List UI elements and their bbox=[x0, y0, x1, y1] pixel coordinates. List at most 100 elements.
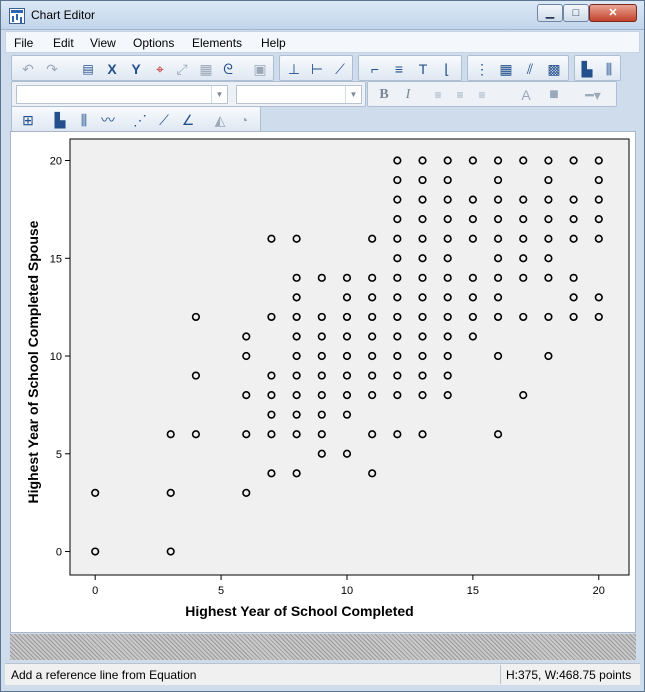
data-point[interactable] bbox=[443, 175, 452, 185]
align-center-icon[interactable]: ≡ bbox=[456, 88, 464, 102]
data-point[interactable] bbox=[292, 293, 301, 302]
data-point[interactable] bbox=[166, 547, 175, 556]
data-point[interactable] bbox=[242, 430, 251, 439]
menu-view[interactable]: View bbox=[90, 36, 116, 50]
data-point[interactable] bbox=[368, 312, 377, 322]
data-point[interactable] bbox=[418, 234, 427, 243]
minimize-button[interactable]: ▁ bbox=[537, 4, 563, 22]
data-point[interactable] bbox=[292, 371, 301, 380]
data-point[interactable] bbox=[443, 371, 452, 380]
data-point[interactable] bbox=[317, 410, 326, 419]
data-point[interactable] bbox=[493, 312, 503, 322]
data-point[interactable] bbox=[544, 234, 553, 243]
data-point[interactable] bbox=[317, 391, 326, 400]
x-axis-title[interactable]: Highest Year of School Completed bbox=[185, 603, 413, 619]
data-point[interactable] bbox=[519, 234, 528, 243]
data-point[interactable] bbox=[468, 312, 477, 322]
data-point[interactable] bbox=[368, 391, 377, 400]
data-point[interactable] bbox=[544, 195, 553, 204]
data-point[interactable] bbox=[393, 332, 402, 341]
menu-file[interactable]: File bbox=[14, 36, 34, 50]
data-point[interactable] bbox=[418, 175, 427, 185]
data-point[interactable] bbox=[292, 312, 301, 322]
data-point[interactable] bbox=[544, 351, 553, 361]
data-point[interactable] bbox=[368, 234, 377, 243]
data-point[interactable] bbox=[569, 234, 578, 243]
data-point[interactable] bbox=[267, 371, 276, 380]
align-right-icon[interactable]: ≡ bbox=[478, 88, 486, 102]
data-point[interactable] bbox=[493, 351, 503, 361]
data-point[interactable] bbox=[493, 234, 503, 243]
data-point[interactable] bbox=[292, 391, 301, 400]
data-point[interactable] bbox=[594, 195, 603, 204]
data-point[interactable] bbox=[292, 351, 301, 361]
data-point[interactable] bbox=[368, 430, 377, 439]
grid-icon[interactable]: ▦ bbox=[499, 61, 513, 77]
data-point[interactable] bbox=[544, 273, 553, 282]
data-point[interactable] bbox=[166, 430, 175, 439]
data-point[interactable] bbox=[443, 156, 452, 165]
select-y-axis-icon[interactable]: Y bbox=[131, 61, 141, 77]
undo-icon[interactable]: ↶ bbox=[22, 61, 34, 77]
data-point[interactable] bbox=[267, 410, 276, 419]
data-point[interactable] bbox=[191, 430, 201, 439]
data-point[interactable] bbox=[368, 332, 377, 341]
data-point[interactable] bbox=[317, 449, 326, 458]
data-point[interactable] bbox=[418, 273, 427, 282]
data-point[interactable] bbox=[317, 273, 326, 282]
data-point[interactable] bbox=[468, 273, 477, 282]
size-combo[interactable]: ▼ bbox=[236, 85, 362, 104]
rescale-icon[interactable]: ⤢ bbox=[176, 61, 188, 77]
title-icon[interactable]: ⌐ bbox=[370, 61, 380, 77]
data-point[interactable] bbox=[418, 371, 427, 380]
data-point[interactable] bbox=[443, 351, 452, 361]
data-point[interactable] bbox=[292, 273, 301, 282]
data-point[interactable] bbox=[393, 254, 402, 263]
data-point[interactable] bbox=[317, 332, 326, 341]
align-left-icon[interactable]: ≡ bbox=[434, 88, 442, 102]
data-point[interactable] bbox=[317, 351, 326, 361]
reference-line-equation-icon[interactable]: ⟋ bbox=[335, 61, 345, 77]
data-point[interactable] bbox=[393, 195, 402, 204]
transpose-icon[interactable]: ▦ bbox=[199, 61, 213, 77]
data-point[interactable] bbox=[191, 312, 201, 322]
data-point[interactable] bbox=[569, 195, 578, 204]
data-point[interactable] bbox=[544, 254, 553, 263]
text-box-icon[interactable]: T bbox=[418, 61, 428, 77]
legend-icon[interactable]: ⫽ bbox=[526, 61, 534, 77]
data-point[interactable] bbox=[443, 332, 452, 341]
data-point[interactable] bbox=[443, 273, 452, 282]
data-point[interactable] bbox=[594, 234, 603, 243]
data-point[interactable] bbox=[393, 312, 402, 322]
data-point[interactable] bbox=[569, 312, 578, 322]
data-point[interactable] bbox=[91, 547, 100, 556]
menu-help[interactable]: Help bbox=[261, 36, 286, 50]
data-point[interactable] bbox=[342, 293, 352, 302]
data-point[interactable] bbox=[493, 430, 503, 439]
scatter-icon[interactable]: ⋰ bbox=[133, 112, 147, 128]
bar-chart-type-icon[interactable]: ▙ bbox=[54, 112, 66, 128]
data-point[interactable] bbox=[368, 469, 377, 478]
text-color-icon[interactable]: A bbox=[521, 87, 531, 103]
x-reference-line-icon[interactable]: ⊢ bbox=[310, 61, 324, 77]
data-point[interactable] bbox=[393, 156, 402, 165]
data-point[interactable] bbox=[342, 332, 352, 341]
data-point[interactable] bbox=[91, 488, 100, 497]
fill-color-icon[interactable]: ■ bbox=[549, 86, 559, 103]
data-point[interactable] bbox=[267, 234, 276, 243]
data-point[interactable] bbox=[393, 293, 402, 302]
area-chart-icon[interactable]: ◭ bbox=[214, 112, 226, 128]
data-point[interactable] bbox=[393, 391, 402, 400]
data-point[interactable] bbox=[418, 195, 427, 204]
data-point[interactable] bbox=[393, 351, 402, 361]
data-point[interactable] bbox=[493, 175, 503, 185]
data-point[interactable] bbox=[468, 332, 477, 341]
data-point[interactable] bbox=[267, 430, 276, 439]
data-point[interactable] bbox=[443, 293, 452, 302]
data-label-mode-icon[interactable]: ⌖ bbox=[156, 61, 164, 77]
data-point[interactable] bbox=[569, 273, 578, 282]
data-point[interactable] bbox=[418, 156, 427, 165]
data-point[interactable] bbox=[519, 312, 528, 322]
data-point[interactable] bbox=[544, 215, 553, 224]
redo-icon[interactable]: ↷ bbox=[46, 61, 58, 77]
